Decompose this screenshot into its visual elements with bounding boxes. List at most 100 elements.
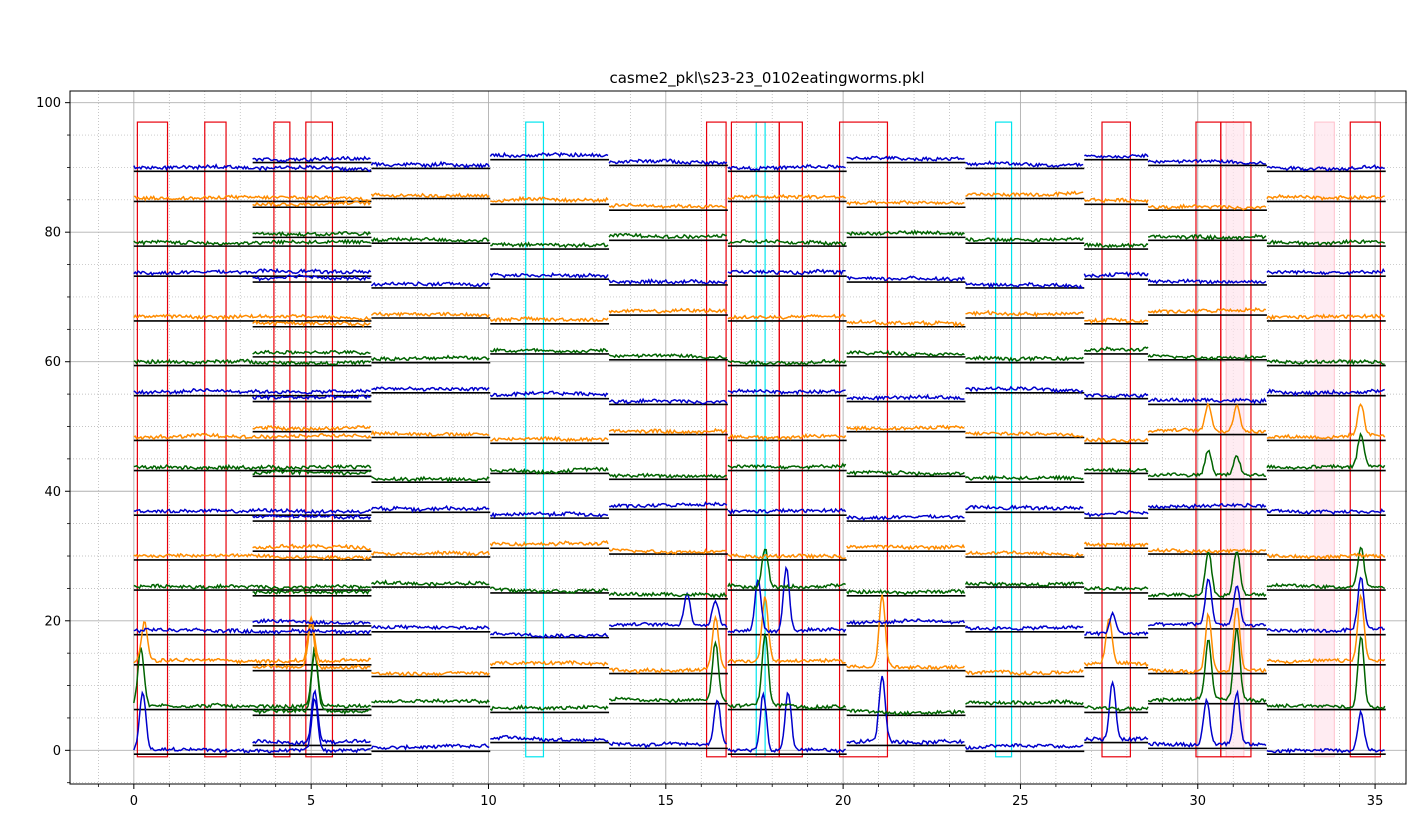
signal-trace [133,432,372,441]
signal-trace [490,195,609,204]
signal-trace [1084,610,1149,637]
signal-trace [1266,508,1385,516]
signal-trace [252,200,371,208]
signal-trace [252,424,372,432]
segment-baselines [133,158,1386,756]
red-box [705,121,727,758]
signal-trace [489,586,609,595]
signal-trace [1266,238,1385,247]
signal-trace [371,386,490,392]
signal-trace [1148,233,1267,241]
signal-trace [1147,306,1267,316]
signal-trace [1083,510,1149,518]
signal-trace [370,160,490,170]
signal-trace [846,424,965,432]
signal-trace [846,229,965,237]
signal-trace [1266,635,1386,711]
signal-trace [846,675,965,746]
signal-trace [251,394,371,401]
x-tick-label: 20 [835,794,852,809]
signal-trace [133,646,372,710]
signal-trace [370,743,490,751]
signal-trace [1083,585,1149,591]
signal-trace [1147,578,1267,628]
signal-trace [1084,467,1149,474]
signal-trace [965,309,1084,318]
signal-trace [965,698,1084,706]
signal-trace [1266,709,1385,754]
signal-trace [727,313,846,320]
signal-trace [252,588,371,596]
signal-trace [489,347,609,355]
signal-trace [1266,313,1386,321]
signal-trace [370,236,490,244]
signal-trace [1084,705,1149,712]
signal-trace [1266,593,1386,665]
y-tick-label: 100 [36,96,61,111]
signal-trace [1148,551,1267,599]
chart-title: casme2_pkl\s23-23_0102eatingworms.pkl [609,69,924,88]
signal-trace [846,708,965,717]
signal-trace [1148,547,1267,555]
signal-trace [846,543,966,551]
signal-trace [727,358,847,366]
signal-trace [964,624,1084,631]
signal-trace [133,690,371,754]
signal-trace [370,311,490,319]
signal-trace [489,271,609,279]
signal-trace [608,640,728,704]
signal-trace [846,594,965,671]
signal-trace [846,618,966,626]
signal-trace [846,200,965,206]
signal-trace [1083,541,1149,549]
signal-trace [133,313,372,322]
signal-trace [371,475,490,483]
signal-trace [489,151,609,159]
signal-trace [965,474,1084,481]
signal-trace [965,430,1084,438]
signal-trace [1266,388,1385,397]
signal-trace [370,192,490,199]
signal-trace [1147,607,1267,675]
signal-trace [608,353,728,360]
signal-trace [965,668,1084,676]
signal-trace [965,236,1084,243]
signal-trace [133,583,371,591]
signal-trace [608,307,728,314]
signal-trace [1147,402,1266,435]
signal-trace [964,281,1084,290]
signal-trace [490,241,609,249]
signal-trace [133,267,372,277]
signal-trace [370,354,490,362]
signal-traces [133,151,1386,754]
signal-trace [489,466,609,475]
signal-trace [133,358,372,366]
y-tick-label: 40 [44,485,61,500]
x-tick-label: 25 [1012,794,1029,809]
signal-trace [1266,358,1385,366]
signal-trace [252,349,371,356]
signal-trace [1084,153,1149,160]
signal-trace [133,388,371,396]
signal-trace [370,281,490,288]
x-tick-label: 35 [1367,794,1384,809]
signal-trace [252,688,371,746]
signal-trace [133,627,372,636]
signal-trace [1147,158,1266,166]
signal-trace [1084,317,1149,325]
signal-trace [133,463,372,472]
signal-trace [1083,617,1149,668]
signal-trace [727,548,846,591]
signal-trace [133,163,372,173]
signal-trace [608,699,727,749]
signal-trace [1084,437,1149,444]
signal-trace [370,504,490,514]
red-box [136,121,169,758]
signal-trace [1083,346,1149,353]
signal-trace [489,315,609,323]
signal-trace [846,469,965,477]
pink-box [1225,121,1245,758]
y-tick-label: 80 [44,226,61,241]
x-tick-label: 0 [130,794,138,809]
